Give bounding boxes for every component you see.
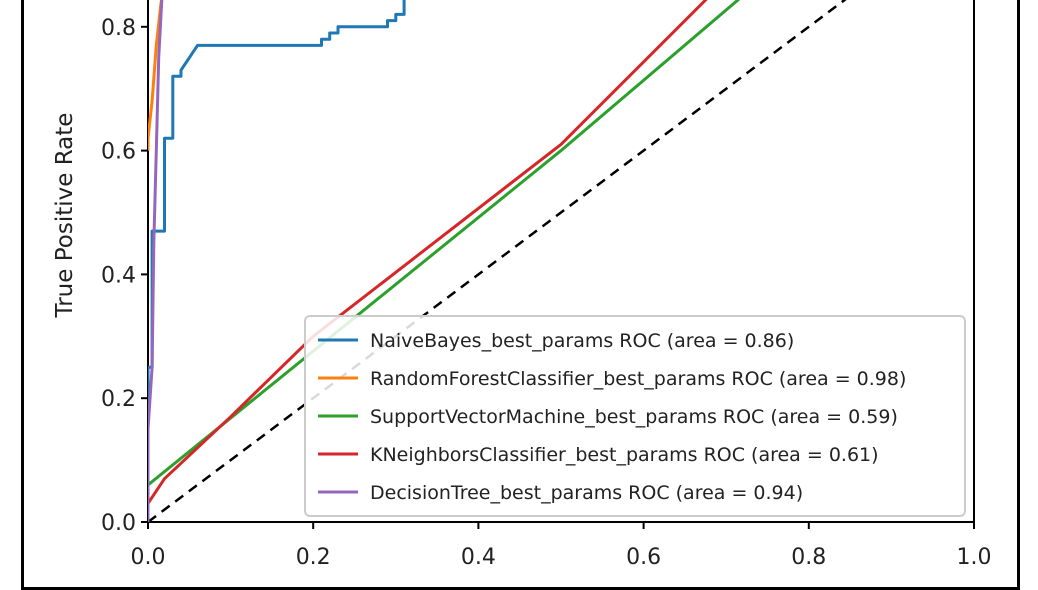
series-lines <box>148 0 741 522</box>
x-tick-label: 0.0 <box>131 545 166 570</box>
plot-area <box>148 0 847 522</box>
y-tick-label: 0.4 <box>101 263 136 288</box>
x-tick-label: 0.8 <box>791 545 826 570</box>
axis-ticks: 0.0 0.2 0.4 0.6 0.8 1.0 0.0 0.2 0.4 0.6 0.8 <box>101 16 992 570</box>
y-axis-label: True Positive Rate <box>52 113 78 319</box>
diagonal-reference-line <box>148 0 847 522</box>
legend-entry-label: RandomForestClassifier_best_params ROC (… <box>370 368 906 390</box>
legend-box <box>304 315 966 517</box>
x-tick-label: 0.4 <box>461 545 496 570</box>
series-line-4 <box>148 0 708 505</box>
roc-chart: 0.0 0.2 0.4 0.6 0.8 1.0 0.0 0.2 0.4 0.6 0.8 True P… <box>52 0 992 570</box>
series-line-5 <box>148 0 164 522</box>
x-tick-label: 0.6 <box>626 545 661 570</box>
legend-entry-label: NaiveBayes_best_params ROC (area = 0.86) <box>370 330 794 352</box>
x-tick-label: 0.2 <box>296 545 331 570</box>
legend: NaiveBayes_best_params ROC (area = 0.86)… <box>304 315 966 517</box>
legend-entry-label: SupportVectorMachine_best_params ROC (ar… <box>370 406 898 428</box>
y-tick-label: 0.2 <box>101 387 136 412</box>
series-line-3 <box>148 0 741 487</box>
x-tick-label: 1.0 <box>957 545 992 570</box>
y-tick-label: 0.6 <box>101 140 136 165</box>
y-tick-label: 0.0 <box>101 511 136 536</box>
series-line-1 <box>148 0 406 522</box>
y-tick-label: 0.8 <box>101 16 136 41</box>
legend-entry-label: KNeighborsClassifier_best_params ROC (ar… <box>370 444 879 466</box>
legend-entry-label: DecisionTree_best_params ROC (area = 0.9… <box>370 482 803 504</box>
